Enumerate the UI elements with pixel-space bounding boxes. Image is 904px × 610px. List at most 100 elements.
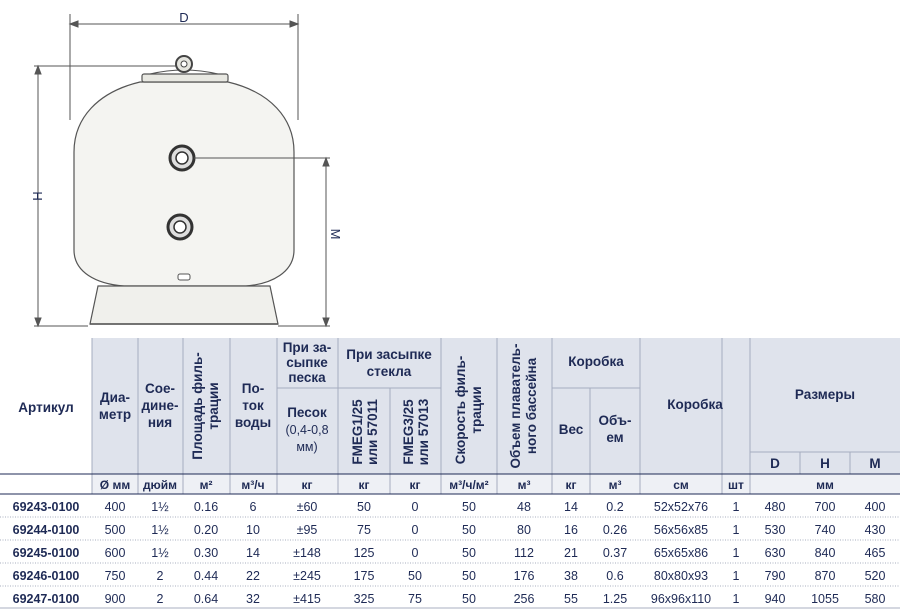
cell-article: 69246-0100 xyxy=(13,569,80,583)
header-sand-group-3: песка xyxy=(288,370,326,385)
unit-row: Ø мм дюйм м² м³/ч кг кг кг м³/ч/м² м³ кг… xyxy=(100,478,834,492)
cell-pieces: 1 xyxy=(733,592,740,606)
cell-fmeg1: 325 xyxy=(354,592,375,606)
cell-fmeg1: 50 xyxy=(357,500,371,514)
unit-filter-area: м² xyxy=(200,478,213,492)
unit-dims: мм xyxy=(816,478,834,492)
header-pool-volume-1: Объем плаватель- xyxy=(508,344,523,469)
header-box-volume-1: Объ- xyxy=(599,413,632,428)
unit-fmeg3: кг xyxy=(409,478,420,492)
cell-fmeg3: 50 xyxy=(408,569,422,583)
cell-article: 69247-0100 xyxy=(13,592,80,606)
header-sand-group-1: При за- xyxy=(283,340,332,355)
header-connection-2: дине- xyxy=(141,398,178,413)
header-connection-1: Сое- xyxy=(145,381,175,396)
spec-table: Артикул Диа- метр Сое- дине- ния Площадь… xyxy=(0,338,900,609)
table-row: 69247-0100 900 2 0.64 32 ±415 325 75 50 256 55 1.25… xyxy=(13,592,886,606)
cell-box-size: 65x65x86 xyxy=(654,546,708,560)
cell-flow: 32 xyxy=(246,592,260,606)
cell-box-size: 96x96x110 xyxy=(651,592,711,606)
cell-pool-volume: 80 xyxy=(517,523,531,537)
cell-dim-m: 520 xyxy=(865,569,886,583)
cell-box-size: 80x80x93 xyxy=(654,569,708,583)
cell-weight: 38 xyxy=(564,569,578,583)
tank-body xyxy=(73,55,295,325)
cell-fmeg3: 0 xyxy=(412,500,419,514)
cell-speed: 50 xyxy=(462,546,476,560)
cell-pool-volume: 256 xyxy=(514,592,535,606)
cell-dim-h: 740 xyxy=(815,523,836,537)
cell-box-volume: 1.25 xyxy=(603,592,627,606)
header-dims-group: Размеры xyxy=(795,387,855,402)
cell-box-volume: 0.2 xyxy=(606,500,623,514)
cell-article: 69245-0100 xyxy=(13,546,80,560)
header-sand-1: Песок xyxy=(287,405,327,420)
unit-diameter: Ø мм xyxy=(100,478,131,492)
unit-sand: кг xyxy=(301,478,312,492)
dimension-m xyxy=(194,156,330,328)
cell-fmeg1: 175 xyxy=(354,569,375,583)
cell-diameter: 600 xyxy=(105,546,126,560)
cell-article: 69244-0100 xyxy=(13,523,80,537)
header-filter-area-1: Площадь филь- xyxy=(190,352,205,460)
header-dim-h: H xyxy=(820,456,830,471)
cell-speed: 50 xyxy=(462,500,476,514)
cell-box-volume: 0.6 xyxy=(606,569,623,583)
dim-h-label: H xyxy=(30,191,45,200)
cell-flow: 22 xyxy=(246,569,260,583)
unit-connection: дюйм xyxy=(143,478,177,492)
cell-filter-area: 0.20 xyxy=(194,523,218,537)
header-sand-2: (0,4-0,8 xyxy=(285,423,328,437)
cell-fmeg3: 0 xyxy=(412,523,419,537)
header-flow-2: ток xyxy=(242,398,264,413)
table-row: 69244-0100 500 1½ 0.20 10 ±95 75 0 50 80 16 0.26 56x… xyxy=(13,523,886,537)
cell-pieces: 1 xyxy=(733,523,740,537)
cell-weight: 14 xyxy=(564,500,578,514)
header-fmeg1-1: FMEG1/25 xyxy=(350,399,365,465)
header-dim-m: M xyxy=(869,456,880,471)
table-row: 69246-0100 750 2 0.44 22 ±245 175 50 50 176 38 0.6 8… xyxy=(13,569,886,583)
cell-fmeg3: 75 xyxy=(408,592,422,606)
header-box-volume-2: ем xyxy=(606,430,623,445)
header-diameter-2: метр xyxy=(99,407,131,422)
table-row: 69245-0100 600 1½ 0.30 14 ±148 125 0 50 112 21 0.37… xyxy=(13,546,886,560)
cell-dim-d: 790 xyxy=(765,569,786,583)
cell-weight: 16 xyxy=(564,523,578,537)
header-glass-group-1: При засыпке xyxy=(346,347,432,362)
cell-dim-d: 630 xyxy=(765,546,786,560)
cell-box-volume: 0.37 xyxy=(603,546,627,560)
header-sand-3: мм) xyxy=(296,440,317,454)
cell-speed: 50 xyxy=(462,592,476,606)
cell-fmeg3: 0 xyxy=(412,546,419,560)
header-diameter-1: Диа- xyxy=(100,390,130,405)
header-fmeg3-2: или 57013 xyxy=(416,398,431,465)
cell-sand: ±148 xyxy=(293,546,321,560)
cell-pool-volume: 112 xyxy=(514,546,534,560)
cell-diameter: 400 xyxy=(105,500,126,514)
header-fmeg3-1: FMEG3/25 xyxy=(401,399,416,465)
cell-flow: 6 xyxy=(250,500,257,514)
unit-pieces: шт xyxy=(728,478,744,492)
cell-sand: ±245 xyxy=(293,569,321,583)
cell-speed: 50 xyxy=(462,523,476,537)
cell-pool-volume: 176 xyxy=(514,569,535,583)
unit-speed: м³/ч/м² xyxy=(449,478,488,492)
header-filter-area-2: трации xyxy=(206,382,221,429)
header-pool-volume-2: ного бассейна xyxy=(524,357,539,454)
cell-speed: 50 xyxy=(462,569,476,583)
header-flow-1: По- xyxy=(242,381,264,396)
unit-pool-volume: м³ xyxy=(518,478,531,492)
filter-drawing: D H M xyxy=(30,10,343,328)
unit-flow: м³/ч xyxy=(241,478,264,492)
cell-connection: 2 xyxy=(157,592,164,606)
header-flow-3: воды xyxy=(235,415,271,430)
cell-connection: 1½ xyxy=(151,523,169,537)
cell-connection: 1½ xyxy=(151,546,169,560)
cell-sand: ±95 xyxy=(297,523,318,537)
cell-box-size: 56x56x85 xyxy=(654,523,708,537)
cell-sand: ±415 xyxy=(293,592,321,606)
cell-dim-h: 870 xyxy=(815,569,836,583)
cell-dim-d: 530 xyxy=(765,523,786,537)
cell-dim-h: 700 xyxy=(815,500,836,514)
cell-flow: 14 xyxy=(246,546,260,560)
